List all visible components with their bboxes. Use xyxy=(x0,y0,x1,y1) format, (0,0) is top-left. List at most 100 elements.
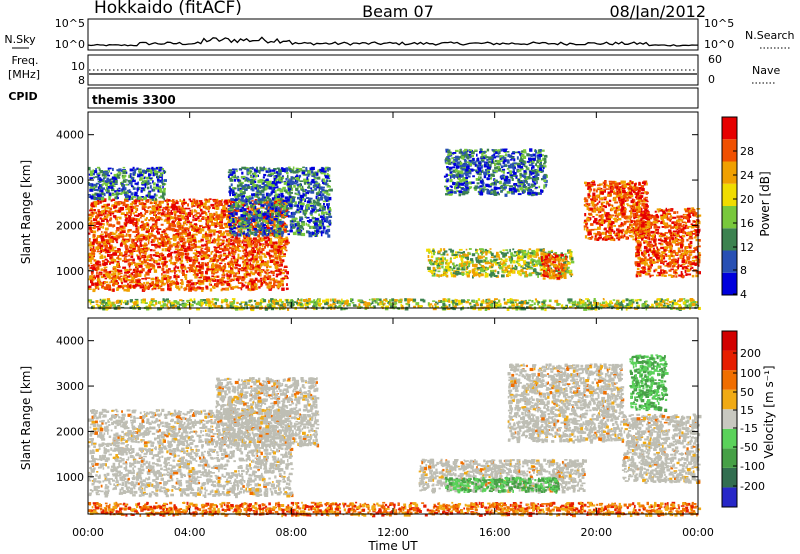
data-cell xyxy=(147,277,151,279)
data-cell xyxy=(162,244,164,247)
data-cell xyxy=(251,289,254,291)
data-cell xyxy=(89,189,92,192)
data-cell xyxy=(190,200,193,202)
data-cell xyxy=(263,174,266,176)
data-cell xyxy=(227,255,229,257)
data-cell xyxy=(133,212,135,214)
data-cell xyxy=(200,209,203,212)
data-cell xyxy=(228,270,232,273)
data-cell xyxy=(125,245,129,248)
data-cell xyxy=(272,187,274,190)
data-cell xyxy=(289,196,292,198)
data-cell xyxy=(431,253,433,255)
data-cell xyxy=(233,203,235,206)
data-cell xyxy=(205,256,209,259)
data-cell xyxy=(162,211,165,213)
data-cell xyxy=(234,199,238,201)
data-cell xyxy=(146,231,150,233)
data-cell xyxy=(210,204,214,207)
data-cell xyxy=(321,211,323,214)
data-cell xyxy=(200,256,203,258)
data-cell xyxy=(213,213,215,216)
data-cell xyxy=(282,278,286,280)
data-cell xyxy=(108,168,112,170)
data-cell xyxy=(259,243,261,246)
data-cell xyxy=(236,170,238,172)
data-cell xyxy=(198,262,200,265)
data-cell xyxy=(198,220,202,222)
data-cell xyxy=(269,234,272,237)
data-cell xyxy=(219,230,222,232)
data-cell xyxy=(232,272,236,274)
data-cell xyxy=(214,239,216,242)
data-cell xyxy=(276,171,278,174)
data-cell xyxy=(224,258,227,260)
data-cell xyxy=(216,207,219,210)
data-cell xyxy=(168,199,171,202)
data-cell xyxy=(226,239,228,241)
data-cell xyxy=(145,210,149,213)
data-cell xyxy=(233,274,237,277)
data-cell xyxy=(115,282,117,285)
data-cell xyxy=(166,215,169,217)
data-cell xyxy=(101,231,103,233)
data-cell xyxy=(270,260,274,263)
data-cell xyxy=(247,282,251,285)
data-cell xyxy=(302,172,305,175)
data-cell xyxy=(89,177,93,179)
data-cell xyxy=(120,278,122,280)
data-cell xyxy=(202,216,205,219)
data-cell xyxy=(228,251,230,254)
cpid-panel: CPID themis 3300 xyxy=(8,88,698,108)
data-cell xyxy=(90,208,93,210)
data-cell xyxy=(224,270,227,272)
data-cell xyxy=(202,236,206,238)
data-cell xyxy=(181,282,184,285)
data-cell xyxy=(183,202,187,204)
data-cell xyxy=(140,263,144,265)
data-cell xyxy=(146,272,148,274)
data-cell xyxy=(249,241,251,244)
data-cell xyxy=(180,209,182,212)
data-cell xyxy=(93,239,97,242)
data-cell xyxy=(172,205,176,207)
data-cell xyxy=(137,249,140,251)
data-cell xyxy=(297,197,300,200)
data-cell xyxy=(152,225,156,227)
data-cell xyxy=(107,204,110,206)
data-cell xyxy=(123,230,126,232)
data-cell xyxy=(91,196,93,199)
data-cell xyxy=(166,270,170,272)
data-cell xyxy=(326,216,329,218)
data-cell xyxy=(91,202,94,205)
data-cell xyxy=(233,212,235,215)
data-cell xyxy=(160,174,162,176)
data-cell xyxy=(250,269,254,271)
data-cell xyxy=(181,264,185,267)
data-cell xyxy=(136,263,140,265)
data-cell xyxy=(121,252,123,256)
data-cell xyxy=(313,200,316,202)
data-cell xyxy=(292,212,296,215)
data-cell xyxy=(312,209,315,212)
data-cell xyxy=(488,250,490,253)
data-cell xyxy=(144,213,146,215)
data-cell xyxy=(222,240,225,242)
data-cell xyxy=(244,189,248,191)
data-cell xyxy=(148,226,150,228)
data-cell xyxy=(209,280,211,283)
data-cell xyxy=(319,184,321,187)
data-cell xyxy=(152,265,155,268)
data-cell xyxy=(188,212,191,214)
data-cell xyxy=(285,178,287,181)
data-cell xyxy=(137,266,139,268)
data-cell xyxy=(112,168,114,171)
data-cell xyxy=(263,182,265,184)
data-cell xyxy=(258,214,262,217)
data-cell xyxy=(94,170,97,173)
data-cell xyxy=(152,281,155,284)
data-cell xyxy=(157,239,159,242)
data-cell xyxy=(237,176,239,178)
data-cell xyxy=(89,183,92,186)
data-cell xyxy=(186,271,188,273)
